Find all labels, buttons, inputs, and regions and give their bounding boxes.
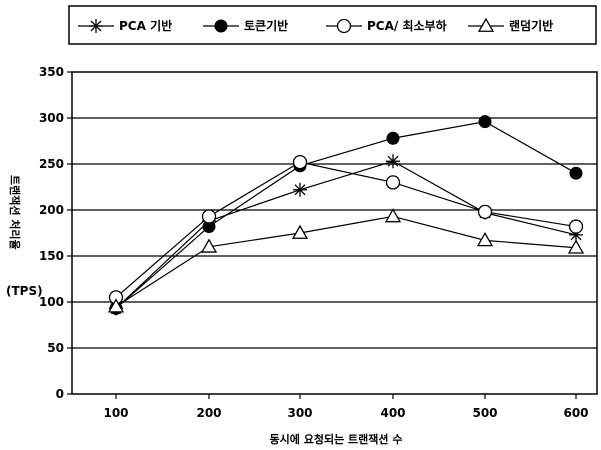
data-point xyxy=(291,224,309,239)
data-point-shape xyxy=(292,155,308,170)
x-tick-label: 400 xyxy=(380,406,405,420)
legend-label: PCA 기반 xyxy=(119,18,172,33)
legend-item-3: PCA/ 최소부하 xyxy=(326,18,447,34)
data-point xyxy=(200,238,218,253)
data-point-shape xyxy=(567,239,585,254)
y-axis-ticks: 0 50 100 150 200 250 300 350 xyxy=(39,65,72,401)
y-tick-label: 250 xyxy=(39,157,64,171)
data-point-shape xyxy=(478,115,492,129)
y-tick-label: 0 xyxy=(56,387,64,401)
x-tick-label: 500 xyxy=(472,406,497,420)
series-line xyxy=(115,121,577,309)
legend-marker xyxy=(477,17,495,32)
data-point-shape xyxy=(107,298,125,313)
data-point-shape xyxy=(291,224,309,239)
y-axis-unit: (TPS) xyxy=(6,284,43,298)
x-axis-title: 동시에 요청되는 트랜잭션 수 xyxy=(270,432,403,446)
data-point-shape xyxy=(201,209,217,224)
data-point-shape xyxy=(477,204,493,219)
y-tick-label: 100 xyxy=(39,295,64,309)
series-4 xyxy=(107,208,585,313)
data-point-shape xyxy=(386,131,400,145)
data-point-shape xyxy=(568,219,584,234)
data-point xyxy=(386,131,400,145)
series-line xyxy=(115,160,577,309)
legend-label: PCA/ 최소부하 xyxy=(367,18,447,33)
gridlines xyxy=(72,117,597,349)
legend-marker-shape xyxy=(336,18,352,34)
legend-label: 토큰기반 xyxy=(244,18,288,33)
legend-marker xyxy=(336,18,352,34)
data-point xyxy=(569,166,583,180)
series-group xyxy=(107,115,585,316)
y-tick-label: 150 xyxy=(39,249,64,263)
data-point xyxy=(384,208,402,223)
data-point-shape xyxy=(200,238,218,253)
x-tick-label: 100 xyxy=(103,406,128,420)
data-point xyxy=(476,232,494,247)
data-point xyxy=(478,115,492,129)
y-tick-label: 300 xyxy=(39,111,64,125)
series-line xyxy=(115,215,577,308)
data-point xyxy=(385,175,401,190)
data-point xyxy=(568,219,584,234)
data-point xyxy=(386,154,400,169)
plot-area xyxy=(71,71,598,395)
data-point xyxy=(107,298,125,313)
y-tick-label: 350 xyxy=(39,65,64,79)
legend-marker xyxy=(89,19,103,33)
data-point xyxy=(201,209,217,224)
data-point-shape xyxy=(476,232,494,247)
legend: PCA 기반 토큰기반 PCA/ 최소부하 랜덤기반 xyxy=(78,17,553,34)
data-point xyxy=(477,204,493,219)
data-point-shape xyxy=(569,166,583,180)
series-line xyxy=(115,161,577,298)
data-point xyxy=(567,239,585,254)
x-axis-ticks: 100 200 300 400 500 600 xyxy=(103,394,589,420)
series-2 xyxy=(109,115,583,315)
data-point-shape xyxy=(385,175,401,190)
legend-item-1: PCA 기반 xyxy=(78,18,172,33)
data-point xyxy=(293,182,307,197)
y-axis-title: 트랜잭션 처리율 xyxy=(8,175,22,250)
legend-item-2: 토큰기반 xyxy=(203,18,288,33)
legend-label: 랜덤기반 xyxy=(509,18,553,33)
data-point-shape xyxy=(384,208,402,223)
legend-box xyxy=(68,5,597,45)
legend-marker-shape xyxy=(214,19,228,33)
y-tick-label: 50 xyxy=(47,341,64,355)
y-tick-label: 200 xyxy=(39,203,64,217)
data-point xyxy=(292,155,308,170)
legend-item-4: 랜덤기반 xyxy=(468,17,553,33)
x-tick-label: 200 xyxy=(196,406,221,420)
x-tick-label: 600 xyxy=(563,406,588,420)
legend-marker xyxy=(214,19,228,33)
series-1 xyxy=(109,154,583,316)
legend-marker-shape xyxy=(477,17,495,32)
x-tick-label: 300 xyxy=(287,406,312,420)
series-3 xyxy=(108,155,584,305)
